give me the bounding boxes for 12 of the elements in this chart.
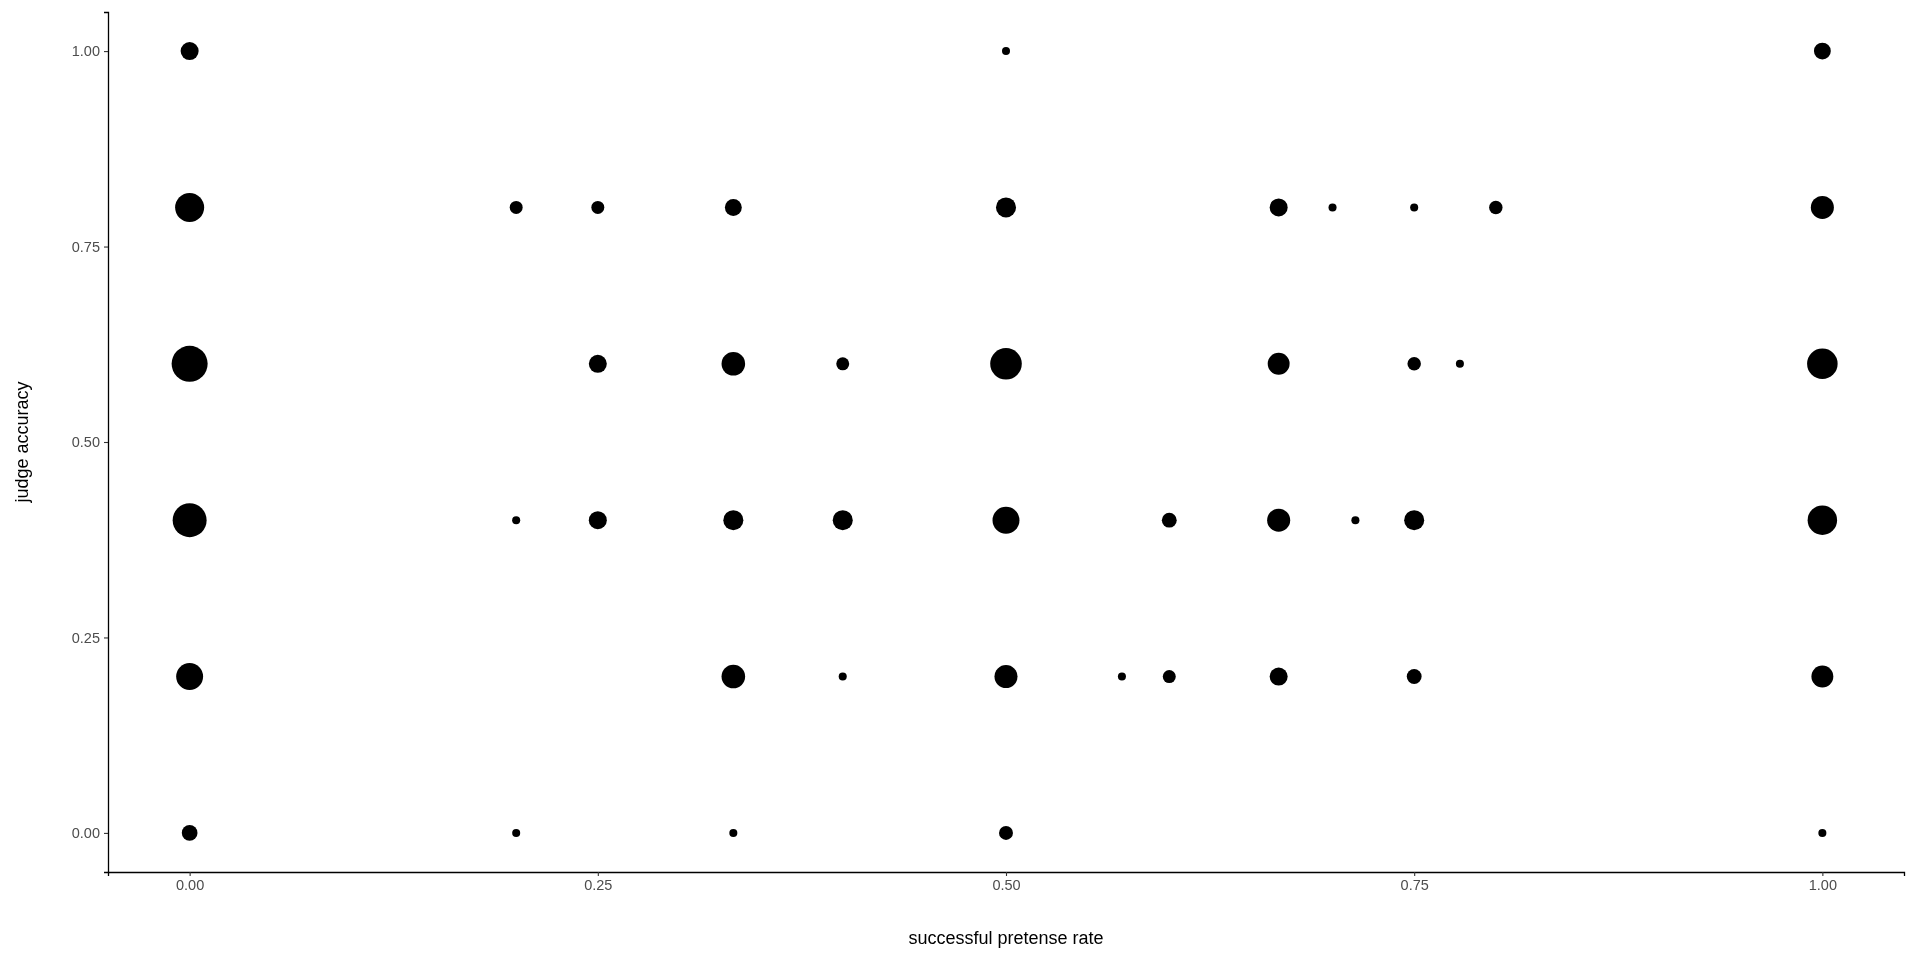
y-tick-label: 0.25 [71,629,100,646]
x-tick-label: 0.25 [584,877,613,894]
x-axis-title: successful pretense rate [908,928,1104,948]
x-tick-label: 0.00 [176,877,205,894]
y-tick-label: 0.50 [71,434,100,451]
y-axis-title: judge accuracy [12,381,32,504]
y-tick-label: 0.00 [71,825,100,842]
y-tick-label: 1.00 [71,43,100,60]
y-tick-label: 0.75 [71,238,100,255]
x-tick-label: 1.00 [1808,877,1837,894]
x-tick-label: 0.75 [1400,877,1429,894]
x-tick-label: 0.50 [992,877,1021,894]
